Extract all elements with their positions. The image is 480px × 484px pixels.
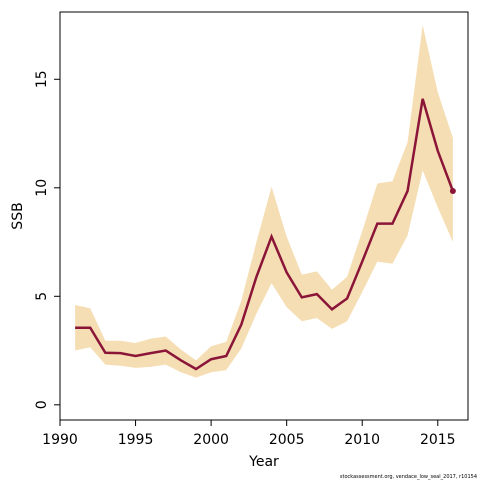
- x-tick-label: 2000: [193, 432, 229, 448]
- x-tick-label: 2010: [344, 432, 380, 448]
- y-tick-label: 0: [34, 400, 50, 409]
- confidence-band: [75, 25, 453, 378]
- x-tick-label: 1995: [118, 432, 154, 448]
- x-tick-label: 1990: [42, 432, 78, 448]
- end-point: [449, 188, 456, 195]
- y-tick-label: 15: [34, 70, 50, 88]
- x-tick-label: 2015: [420, 432, 456, 448]
- y-tick-label: 5: [34, 292, 50, 301]
- x-tick-label: 2005: [269, 432, 305, 448]
- y-axis-label: SSB: [10, 202, 26, 229]
- x-axis-label: Year: [248, 454, 279, 470]
- y-tick-label: 10: [34, 179, 50, 197]
- footnote: stockassessment.org, vendace_low_seal_20…: [340, 474, 477, 480]
- ssb-line: [75, 98, 455, 371]
- plot-frame: [59, 11, 469, 421]
